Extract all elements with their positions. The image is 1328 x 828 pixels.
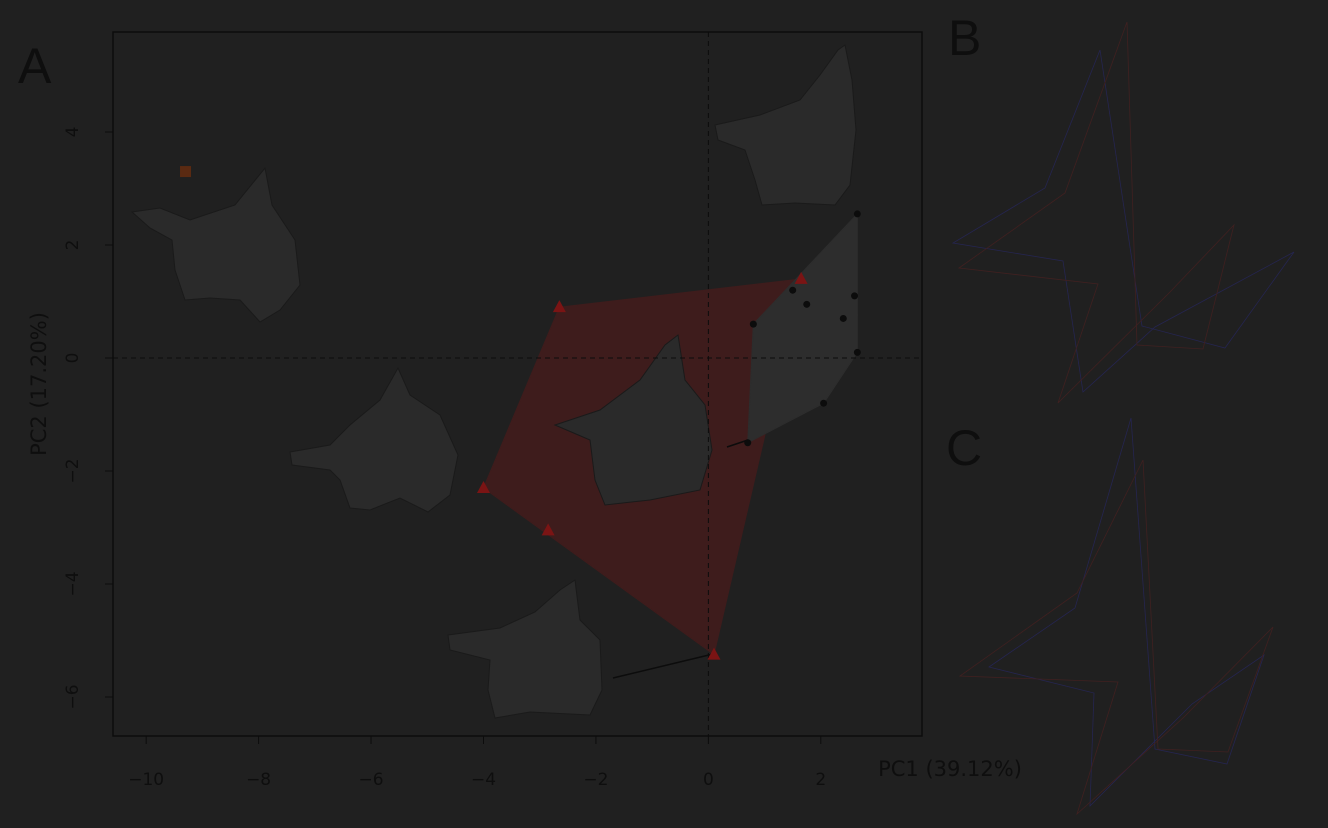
- panel-label: B: [948, 10, 981, 66]
- wireframe-c: [958, 459, 1274, 816]
- point: [853, 348, 861, 356]
- bone: [553, 334, 713, 506]
- panel-label: C: [946, 420, 982, 476]
- bone: [447, 579, 603, 719]
- convex-hull: [747, 212, 858, 444]
- point: [839, 314, 847, 322]
- point: [794, 271, 808, 284]
- point: [820, 399, 828, 407]
- x-tick-label: −8: [246, 770, 271, 790]
- panel-label: A: [18, 38, 52, 94]
- point: [744, 439, 752, 447]
- leader-line: [612, 653, 714, 679]
- leader-line: [726, 439, 749, 448]
- y-tick-label: 4: [63, 127, 83, 138]
- x-tick-label: −10: [128, 770, 164, 790]
- point: [707, 647, 721, 660]
- x-tick-label: −4: [471, 770, 496, 790]
- bone-renders: [130, 44, 857, 719]
- x-tick-label: −6: [359, 770, 384, 790]
- y-tick-label: −2: [63, 458, 83, 483]
- landmark-wireframes: [951, 21, 1295, 816]
- point: [552, 300, 566, 313]
- point: [749, 320, 757, 328]
- x-tick-label: 0: [703, 770, 714, 790]
- y-tick-label: −4: [63, 571, 83, 596]
- leader-lines: [612, 439, 749, 679]
- bone: [289, 366, 459, 513]
- point: [476, 480, 490, 493]
- bone: [130, 166, 301, 323]
- wireframe-b: [951, 49, 1295, 393]
- y-tick-label: −6: [63, 684, 83, 709]
- x-axis-label: PC1 (39.12%): [878, 757, 1022, 781]
- point: [789, 286, 797, 294]
- mark-layer: −10 −8 −6 −4 −2 0 2 −6 −4 −2 0 2 4: [63, 31, 923, 790]
- point: [853, 210, 861, 218]
- y-tick-label: 2: [63, 240, 83, 251]
- x-tick-label: 2: [815, 770, 826, 790]
- point: [541, 523, 555, 536]
- point: [851, 292, 859, 300]
- wireframe-b: [957, 21, 1235, 404]
- plot-frame: [112, 31, 923, 737]
- point: [803, 300, 811, 308]
- x-tick-label: −2: [583, 770, 608, 790]
- y-axis-label: PC2 (17.20%): [27, 312, 51, 456]
- bone: [714, 44, 857, 206]
- point: [180, 166, 192, 178]
- y-tick-label: 0: [63, 353, 83, 364]
- wireframe-c: [988, 417, 1265, 808]
